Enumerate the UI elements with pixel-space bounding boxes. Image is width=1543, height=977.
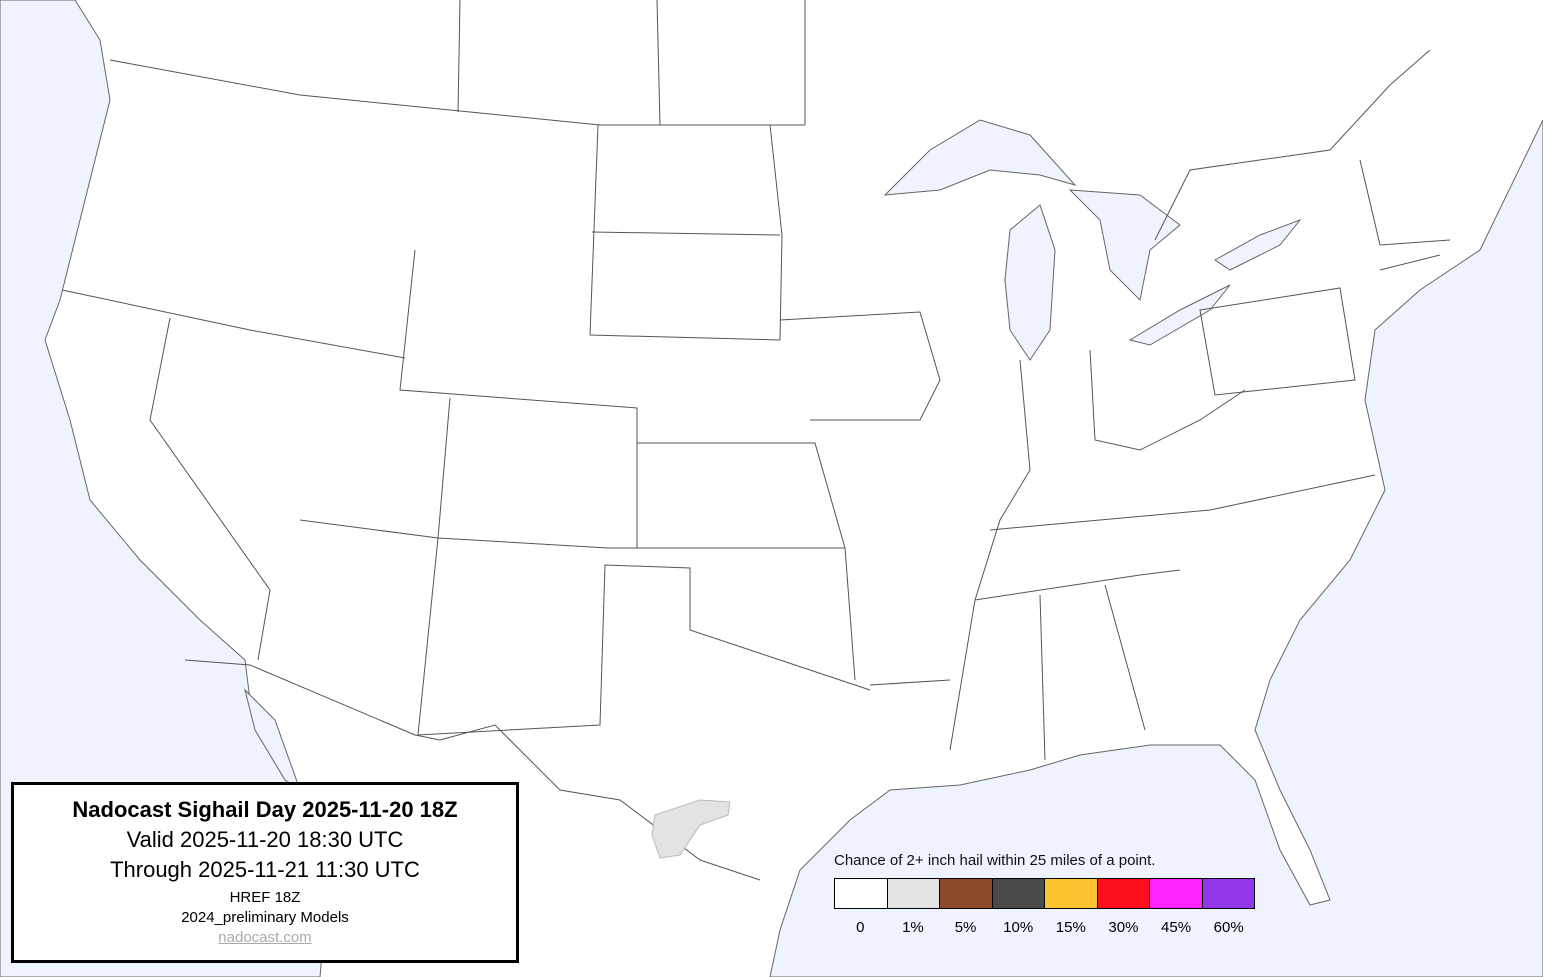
legend-swatch <box>1150 879 1203 908</box>
legend-swatch <box>1202 879 1254 908</box>
legend-swatch <box>1045 879 1098 908</box>
legend-swatch <box>992 879 1045 908</box>
legend-label: 0 <box>856 919 865 936</box>
legend-labels: 0 1% 5% 10% 15% 30% 45% 60% <box>834 919 1255 936</box>
legend-swatch <box>1097 879 1150 908</box>
legend-label: 1% <box>902 919 924 936</box>
gulf-and-atlantic <box>769 119 1543 977</box>
lake-erie <box>1128 284 1231 346</box>
lake-huron <box>1068 189 1181 302</box>
legend-title: Chance of 2+ inch hail within 25 miles o… <box>834 852 1156 869</box>
legend-label: 60% <box>1213 919 1244 936</box>
valid-time: Valid 2025-11-20 18:30 UTC <box>126 827 404 852</box>
legend-label: 30% <box>1108 919 1139 936</box>
models-version: 2024_preliminary Models <box>181 909 349 926</box>
legend-label: 15% <box>1055 919 1086 936</box>
state-borders <box>61 0 1451 881</box>
lake-ontario <box>1214 218 1302 271</box>
title-box: Nadocast Sighail Day 2025-11-20 18Z Vali… <box>11 782 519 963</box>
nadocast-link[interactable]: nadocast.com <box>218 929 312 946</box>
hail-probability-area-1pct <box>651 799 731 859</box>
legend-label: 45% <box>1161 919 1192 936</box>
map-title: Nadocast Sighail Day 2025-11-20 18Z <box>72 797 458 822</box>
lake-superior <box>883 119 1077 196</box>
legend-swatch <box>940 879 993 908</box>
legend-label: 10% <box>1003 919 1034 936</box>
through-time: Through 2025-11-21 11:30 UTC <box>110 857 420 882</box>
legend: Chance of 2+ inch hail within 25 miles o… <box>834 852 1255 936</box>
lake-michigan <box>1004 204 1056 361</box>
model-run: HREF 18Z <box>229 889 301 906</box>
legend-swatch <box>835 879 888 908</box>
legend-swatch <box>887 879 940 908</box>
legend-colorbar <box>834 878 1255 909</box>
legend-label: 5% <box>954 919 977 936</box>
